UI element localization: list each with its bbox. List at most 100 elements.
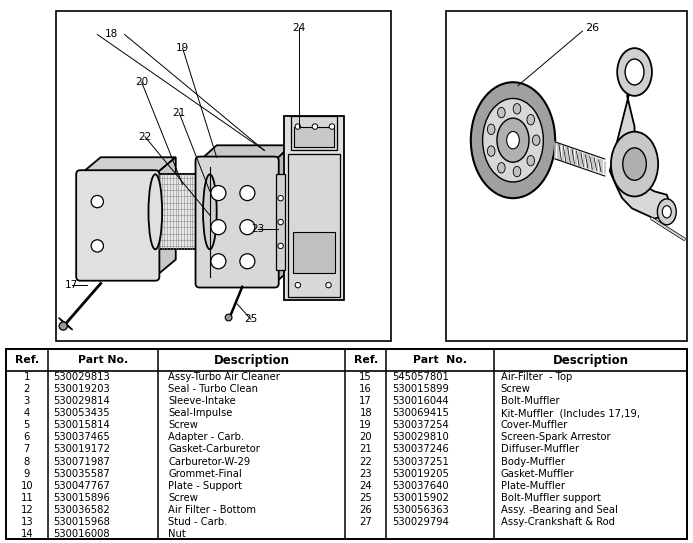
Text: 8: 8: [24, 457, 30, 466]
Text: Screw: Screw: [168, 493, 198, 503]
Text: 26: 26: [360, 505, 372, 515]
Polygon shape: [277, 174, 285, 270]
Ellipse shape: [148, 174, 162, 249]
Circle shape: [278, 219, 283, 225]
Text: 545057801: 545057801: [392, 372, 448, 382]
Text: 26: 26: [586, 23, 599, 33]
Text: 21: 21: [360, 444, 372, 454]
Text: Bolt-Muffler support: Bolt-Muffler support: [501, 493, 601, 503]
Text: Description: Description: [553, 353, 629, 367]
Text: 12: 12: [20, 505, 33, 515]
Text: 22: 22: [360, 457, 372, 466]
Text: Carburetor-W-29: Carburetor-W-29: [168, 457, 250, 466]
Text: 530056363: 530056363: [392, 505, 448, 515]
Text: 14: 14: [21, 529, 33, 539]
Circle shape: [91, 240, 103, 252]
Circle shape: [487, 124, 495, 135]
Text: Part No.: Part No.: [78, 355, 128, 365]
Text: 2: 2: [24, 384, 30, 394]
Text: Assy-Turbo Air Cleaner: Assy-Turbo Air Cleaner: [168, 372, 280, 382]
Text: 19: 19: [360, 420, 372, 430]
Circle shape: [663, 206, 672, 218]
Text: Plate-Muffler: Plate-Muffler: [501, 481, 565, 491]
Circle shape: [295, 124, 301, 129]
Text: 6: 6: [24, 432, 30, 443]
Text: Assy-Crankshaft & Rod: Assy-Crankshaft & Rod: [501, 517, 615, 527]
Text: Body-Muffler: Body-Muffler: [501, 457, 565, 466]
Text: 27: 27: [360, 517, 372, 527]
Circle shape: [211, 220, 226, 235]
Text: 1: 1: [24, 372, 30, 382]
Text: 15: 15: [360, 372, 372, 382]
Text: Screw: Screw: [501, 384, 531, 394]
Polygon shape: [288, 154, 340, 297]
Text: 24: 24: [360, 481, 372, 491]
Text: Nut: Nut: [168, 529, 186, 539]
Text: Seal - Turbo Clean: Seal - Turbo Clean: [168, 384, 258, 394]
Text: Seal-Impulse: Seal-Impulse: [168, 408, 232, 418]
Circle shape: [482, 98, 543, 182]
Text: Ref.: Ref.: [15, 355, 39, 365]
Text: 3: 3: [24, 396, 30, 406]
Text: Screw: Screw: [168, 420, 198, 430]
Circle shape: [211, 254, 226, 269]
Circle shape: [507, 131, 519, 149]
Text: Cover-Muffler: Cover-Muffler: [501, 420, 568, 430]
Text: 530015814: 530015814: [53, 420, 110, 430]
Circle shape: [611, 132, 658, 197]
Circle shape: [312, 124, 317, 129]
Text: 22: 22: [139, 132, 152, 142]
Text: 25: 25: [244, 314, 257, 324]
Text: Ref.: Ref.: [353, 355, 378, 365]
Text: Bolt-Muffler: Bolt-Muffler: [501, 396, 559, 406]
Text: 530029810: 530029810: [392, 432, 448, 443]
Text: 5: 5: [24, 420, 30, 430]
Circle shape: [498, 108, 505, 118]
Text: 530016044: 530016044: [392, 396, 448, 406]
Text: 530069415: 530069415: [392, 408, 448, 418]
Circle shape: [240, 220, 255, 235]
Polygon shape: [284, 116, 344, 300]
Circle shape: [91, 195, 103, 208]
Text: 530053435: 530053435: [53, 408, 110, 418]
Text: 4: 4: [24, 408, 30, 418]
Circle shape: [326, 282, 331, 288]
Circle shape: [527, 155, 534, 166]
Text: 25: 25: [360, 493, 372, 503]
Text: 21: 21: [173, 108, 186, 118]
Circle shape: [240, 186, 255, 200]
Text: Description: Description: [213, 353, 290, 367]
Text: 530037246: 530037246: [392, 444, 448, 454]
Polygon shape: [80, 157, 176, 174]
Text: 530019203: 530019203: [53, 384, 110, 394]
Text: Plate - Support: Plate - Support: [168, 481, 242, 491]
Text: 13: 13: [21, 517, 33, 527]
Circle shape: [240, 254, 255, 269]
Ellipse shape: [203, 174, 217, 249]
Bar: [155, 174, 210, 249]
Polygon shape: [274, 146, 292, 283]
Text: 530029813: 530029813: [53, 372, 110, 382]
Text: 7: 7: [24, 444, 30, 454]
Text: 530015896: 530015896: [53, 493, 110, 503]
Text: 530015902: 530015902: [392, 493, 448, 503]
Text: 18: 18: [360, 408, 372, 418]
Text: 530037465: 530037465: [53, 432, 110, 443]
Text: 20: 20: [135, 77, 148, 87]
Text: Assy. -Bearing and Seal: Assy. -Bearing and Seal: [501, 505, 617, 515]
Bar: [295, 127, 333, 147]
Text: 17: 17: [360, 396, 372, 406]
Text: 530047767: 530047767: [53, 481, 110, 491]
Text: 530019205: 530019205: [392, 469, 448, 478]
Text: 530037251: 530037251: [392, 457, 448, 466]
Text: 530037254: 530037254: [392, 420, 448, 430]
Text: Kit-Muffler  (Includes 17,19,: Kit-Muffler (Includes 17,19,: [501, 408, 640, 418]
Circle shape: [532, 135, 540, 146]
Text: 530029814: 530029814: [53, 396, 110, 406]
Circle shape: [59, 322, 67, 330]
Text: 530071987: 530071987: [53, 457, 110, 466]
Text: 23: 23: [360, 469, 372, 478]
Circle shape: [295, 282, 301, 288]
Text: 530037640: 530037640: [392, 481, 448, 491]
Text: Air-Filter  - Top: Air-Filter - Top: [501, 372, 572, 382]
